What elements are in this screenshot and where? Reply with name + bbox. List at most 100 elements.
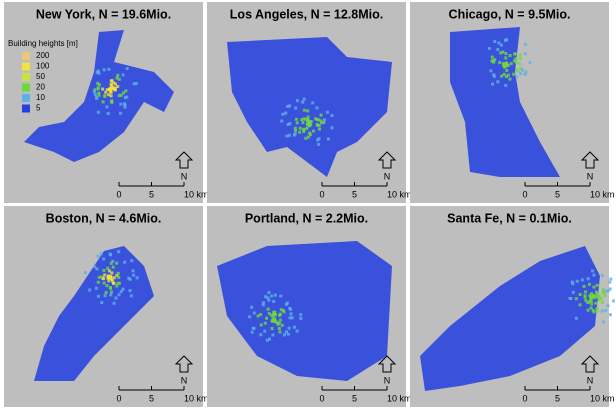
building-cluster bbox=[499, 43, 503, 47]
building-cluster bbox=[107, 269, 111, 273]
building-cluster bbox=[271, 333, 275, 337]
building-cluster bbox=[284, 302, 288, 306]
building-cluster bbox=[509, 62, 513, 66]
building-cluster bbox=[311, 129, 315, 133]
building-cluster bbox=[256, 314, 260, 318]
scale-label: 0 bbox=[116, 393, 121, 403]
building-cluster bbox=[515, 75, 519, 79]
building-cluster bbox=[261, 303, 265, 307]
legend-label: 50 bbox=[36, 72, 45, 81]
building-cluster bbox=[293, 325, 297, 329]
building-cluster bbox=[587, 282, 591, 286]
building-cluster bbox=[115, 284, 119, 288]
building-cluster bbox=[528, 61, 532, 65]
map-panel: New York, N = 19.6Mio. N 0 5 10 km bbox=[4, 2, 209, 203]
building-cluster bbox=[595, 283, 599, 287]
scale-label: 0 bbox=[522, 393, 527, 403]
building-cluster bbox=[589, 299, 593, 303]
building-cluster bbox=[496, 80, 500, 84]
building-cluster bbox=[265, 338, 269, 342]
legend-label: 200 bbox=[36, 51, 50, 60]
building-cluster bbox=[603, 294, 607, 298]
building-cluster bbox=[600, 309, 604, 313]
building-cluster bbox=[584, 290, 588, 294]
building-cluster bbox=[110, 277, 114, 281]
building-cluster bbox=[505, 38, 509, 42]
north-label: N bbox=[587, 375, 594, 385]
building-cluster bbox=[125, 67, 129, 71]
building-cluster bbox=[278, 330, 282, 334]
building-cluster bbox=[506, 63, 510, 67]
scale-label: 0 bbox=[319, 393, 324, 403]
building-cluster bbox=[289, 312, 293, 316]
legend-swatch bbox=[22, 52, 30, 60]
north-arrow bbox=[377, 151, 397, 169]
building-cluster bbox=[286, 332, 290, 336]
building-cluster bbox=[611, 299, 615, 303]
building-cluster bbox=[491, 82, 495, 86]
building-cluster bbox=[277, 327, 281, 331]
building-cluster bbox=[93, 92, 97, 96]
building-cluster bbox=[110, 290, 114, 294]
building-cluster bbox=[508, 54, 512, 58]
building-cluster bbox=[300, 118, 304, 122]
building-cluster bbox=[319, 119, 323, 123]
building-cluster bbox=[270, 327, 274, 331]
scale-label: 10 km bbox=[590, 393, 615, 403]
building-cluster bbox=[497, 41, 501, 45]
building-cluster bbox=[259, 323, 263, 327]
scale-label: 10 km bbox=[184, 189, 209, 199]
building-cluster bbox=[102, 268, 106, 272]
building-cluster bbox=[330, 114, 334, 118]
panel-title: Portland, N = 2.2Mio. bbox=[245, 211, 368, 225]
building-cluster bbox=[250, 330, 254, 334]
building-cluster bbox=[317, 142, 321, 146]
scale-label: 5 bbox=[352, 393, 357, 403]
building-cluster bbox=[109, 293, 113, 297]
building-cluster bbox=[319, 113, 323, 117]
building-cluster bbox=[571, 290, 575, 294]
map-panel: Boston, N = 4.6Mio. N 0 5 10 km bbox=[4, 206, 209, 407]
building-cluster bbox=[265, 316, 269, 320]
building-cluster bbox=[109, 261, 113, 265]
building-cluster bbox=[121, 73, 125, 77]
building-cluster bbox=[302, 130, 306, 134]
building-cluster bbox=[295, 99, 299, 103]
building-cluster bbox=[317, 127, 321, 131]
building-cluster bbox=[117, 275, 121, 279]
building-cluster bbox=[299, 313, 303, 317]
building-cluster bbox=[289, 307, 293, 311]
building-cluster bbox=[504, 56, 508, 60]
building-cluster bbox=[94, 286, 98, 290]
building-cluster bbox=[108, 286, 112, 290]
building-cluster bbox=[270, 319, 274, 323]
building-cluster bbox=[574, 316, 578, 320]
building-cluster bbox=[592, 294, 596, 298]
map-panel: Santa Fe, N = 0.1Mio. N 0 5 10 km bbox=[410, 206, 615, 407]
building-cluster bbox=[590, 302, 594, 306]
building-cluster bbox=[299, 316, 303, 320]
scale-label: 0 bbox=[116, 189, 121, 199]
building-cluster bbox=[111, 87, 115, 91]
building-cluster bbox=[97, 275, 101, 279]
building-cluster bbox=[606, 289, 610, 293]
building-cluster bbox=[287, 133, 291, 137]
building-cluster bbox=[84, 271, 88, 275]
north-arrow bbox=[580, 151, 600, 169]
building-cluster bbox=[286, 104, 290, 108]
building-cluster bbox=[315, 106, 319, 110]
building-cluster bbox=[288, 316, 292, 320]
building-cluster bbox=[261, 301, 265, 305]
north-arrow bbox=[580, 355, 600, 373]
scale-label: 10 km bbox=[387, 393, 412, 403]
north-label: N bbox=[384, 375, 391, 385]
building-cluster bbox=[108, 252, 112, 256]
city-footprint bbox=[227, 37, 392, 177]
building-cluster bbox=[264, 295, 268, 299]
building-cluster bbox=[601, 320, 605, 324]
building-cluster bbox=[95, 267, 99, 271]
building-cluster bbox=[504, 75, 508, 79]
north-arrow bbox=[174, 355, 194, 373]
building-cluster bbox=[302, 128, 306, 132]
building-cluster bbox=[119, 102, 123, 106]
